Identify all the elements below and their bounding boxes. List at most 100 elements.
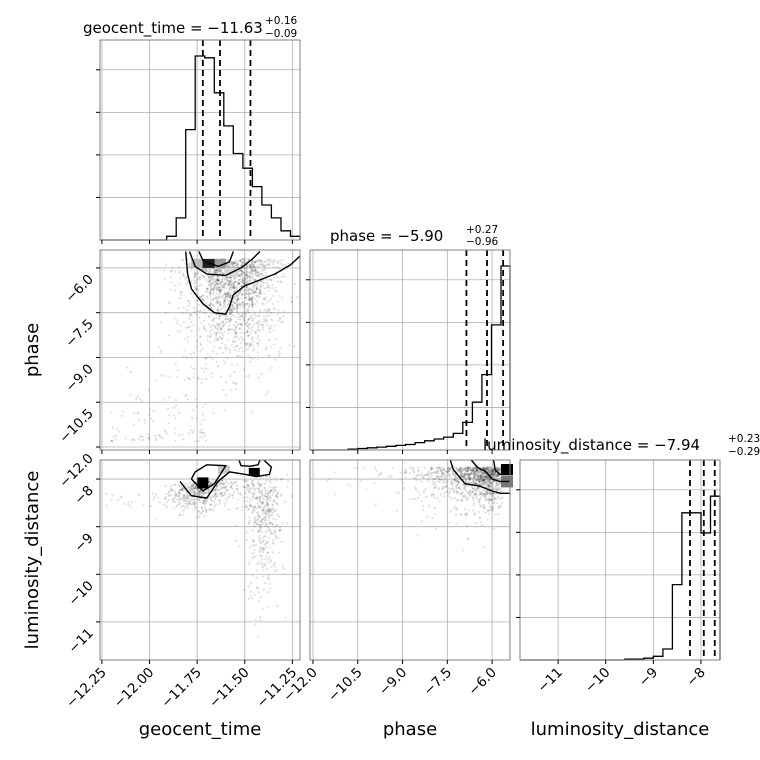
scatter-point — [451, 482, 454, 485]
scatter-point — [231, 262, 234, 265]
scatter-point — [217, 289, 220, 292]
x-tick-label: −11 — [534, 665, 565, 696]
scatter-point — [214, 495, 217, 498]
scatter-point — [236, 263, 239, 266]
scatter-point — [266, 529, 269, 532]
scatter-point — [477, 479, 480, 482]
scatter-point — [211, 324, 214, 327]
scatter-point — [221, 351, 224, 354]
scatter-point — [198, 316, 201, 319]
scatter-point — [483, 494, 487, 497]
scatter-point — [224, 292, 227, 295]
scatter-point — [260, 520, 263, 523]
scatter-point — [243, 280, 246, 283]
scatter-point — [481, 504, 484, 507]
scatter-point — [242, 279, 245, 282]
scatter-point — [170, 488, 173, 491]
scatter-point — [274, 338, 277, 341]
scatter-point — [218, 276, 221, 279]
scatter-point — [477, 471, 480, 474]
scatter-point — [435, 470, 438, 473]
scatter-point — [479, 471, 482, 474]
scatter-point — [242, 312, 245, 316]
scatter-point — [213, 324, 216, 327]
scatter-point — [238, 322, 241, 325]
scatter-point — [217, 269, 220, 272]
scatter-point — [229, 286, 232, 289]
scatter-point — [216, 300, 219, 303]
scatter-point — [267, 285, 270, 288]
scatter-point — [199, 296, 202, 299]
scatter-point — [222, 282, 226, 285]
scatter-point — [200, 492, 204, 495]
scatter-point — [228, 287, 231, 290]
scatter-point — [152, 409, 155, 412]
scatter-point — [225, 500, 228, 503]
scatter-point — [272, 499, 275, 503]
scatter-point — [487, 510, 490, 513]
scatter-point — [496, 473, 499, 476]
scatter-point — [232, 307, 235, 310]
scatter-point — [216, 485, 219, 488]
scatter-point — [139, 436, 142, 439]
scatter-point — [251, 270, 254, 273]
scatter-point — [229, 280, 232, 283]
scatter-point — [473, 493, 476, 496]
scatter-point — [244, 312, 247, 315]
scatter-point — [161, 436, 164, 440]
scatter-point — [187, 340, 190, 343]
scatter-point — [234, 277, 237, 280]
scatter-point — [245, 264, 248, 268]
scatter-point — [230, 262, 233, 265]
scatter-point — [456, 499, 460, 502]
scatter-point — [193, 351, 196, 354]
scatter-point — [195, 288, 198, 291]
scatter-point — [267, 507, 270, 510]
scatter-point — [199, 342, 202, 345]
scatter-point — [192, 491, 195, 494]
scatter-point — [211, 282, 215, 285]
scatter-point — [248, 519, 251, 522]
scatter-point — [229, 375, 232, 378]
scatter-point — [189, 425, 192, 428]
scatter-point — [257, 265, 260, 268]
scatter-point — [216, 489, 219, 492]
scatter-point — [215, 269, 218, 272]
scatter-point — [233, 371, 236, 374]
scatter-point — [227, 299, 230, 303]
scatter-point — [244, 277, 247, 281]
scatter-point — [223, 283, 226, 286]
scatter-point — [168, 490, 171, 493]
scatter-point — [283, 275, 286, 278]
scatter-point — [480, 476, 483, 479]
scatter-point — [276, 260, 279, 263]
scatter-point — [248, 295, 251, 298]
scatter-point — [220, 272, 223, 275]
scatter-point — [245, 277, 248, 280]
x-tick-label: −8 — [683, 665, 708, 690]
scatter-point — [185, 483, 188, 486]
scatter-point — [445, 480, 448, 484]
scatter-point — [129, 370, 132, 373]
scatter-point — [265, 509, 268, 513]
scatter-point — [218, 289, 221, 292]
scatter-point — [258, 506, 261, 509]
scatter-point — [160, 374, 163, 377]
scatter-point — [447, 492, 451, 495]
scatter-point — [211, 358, 214, 361]
scatter-point — [216, 323, 219, 326]
scatter-point — [208, 291, 211, 294]
scatter-point — [460, 513, 463, 516]
scatter-point — [490, 492, 493, 495]
scatter-point — [221, 285, 224, 288]
scatter-point — [230, 283, 233, 287]
scatter-point — [275, 509, 278, 512]
scatter-point — [271, 513, 274, 517]
scatter-point — [225, 264, 228, 267]
scatter-point — [184, 394, 187, 398]
scatter-point — [253, 544, 256, 547]
scatter-point — [219, 270, 222, 273]
scatter-point — [209, 482, 212, 486]
scatter-point — [202, 311, 205, 314]
scatter-point — [235, 298, 238, 301]
